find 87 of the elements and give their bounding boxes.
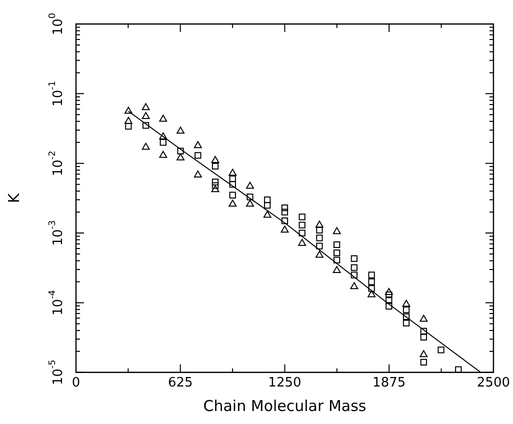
point (316, 226, 323, 234)
point (420, 314, 428, 322)
point (142, 103, 150, 110)
point (420, 328, 427, 335)
x-tick-label: 625 (168, 376, 193, 391)
point (246, 182, 254, 189)
point (350, 272, 358, 278)
point (350, 255, 358, 262)
point (420, 350, 428, 358)
point (142, 112, 150, 120)
point (281, 208, 288, 216)
point (212, 178, 219, 186)
point (177, 148, 184, 154)
point (212, 162, 219, 170)
point (264, 196, 271, 204)
point (229, 175, 236, 182)
x-tick-label: 0 (72, 376, 80, 391)
point (368, 285, 375, 292)
point (142, 122, 150, 129)
point (176, 126, 184, 134)
y-tick-label: 10-1 (48, 80, 66, 106)
x-tick-label: 2500 (476, 376, 510, 391)
point (455, 366, 462, 372)
x-axis-title: Chain Molecular Mass (203, 396, 366, 415)
point (350, 264, 358, 271)
point (332, 227, 341, 234)
point (316, 250, 324, 258)
point (159, 114, 168, 122)
point (402, 306, 410, 314)
y-axis-title: K (4, 192, 23, 204)
point (280, 226, 289, 233)
point (368, 272, 375, 278)
point (281, 217, 288, 224)
point (159, 150, 168, 158)
point (229, 181, 236, 188)
y-tick-label: 100 (48, 12, 66, 36)
point (334, 256, 340, 264)
x-tick-label: 1250 (268, 376, 302, 391)
point (159, 132, 168, 140)
point (212, 182, 219, 189)
point (211, 185, 220, 192)
point (402, 300, 410, 307)
point (386, 302, 392, 310)
point (246, 194, 254, 200)
point (194, 170, 202, 178)
y-tick-label: 10-3 (48, 220, 66, 246)
point (384, 288, 393, 296)
point (332, 266, 341, 273)
point (263, 210, 272, 218)
point (142, 142, 150, 150)
point (350, 282, 358, 290)
point (298, 230, 306, 236)
point (386, 296, 392, 304)
point (298, 238, 306, 246)
point (264, 202, 271, 209)
point (420, 358, 427, 366)
point (298, 222, 306, 228)
point (438, 346, 444, 354)
point (228, 200, 237, 207)
point (194, 141, 202, 148)
point (281, 204, 288, 212)
point (316, 242, 323, 250)
point (229, 192, 236, 198)
y-tick-label: 10-5 (48, 360, 66, 386)
y-tick-label: 10-4 (48, 290, 66, 316)
point (334, 250, 340, 256)
point (125, 123, 132, 130)
point (246, 200, 254, 207)
point (124, 116, 132, 124)
point (298, 214, 306, 220)
point (368, 278, 375, 286)
point (420, 334, 427, 341)
point (316, 220, 324, 228)
point (228, 168, 237, 176)
point (194, 152, 202, 159)
y-tick-label: 10-2 (48, 150, 66, 176)
point (334, 241, 340, 248)
point (386, 291, 392, 298)
point (368, 290, 376, 298)
point (211, 156, 220, 163)
point (402, 320, 410, 326)
point (402, 313, 410, 320)
point (160, 139, 166, 146)
point (176, 153, 184, 160)
x-tick-label: 1875 (372, 376, 406, 391)
point (316, 234, 323, 242)
point (124, 106, 132, 114)
